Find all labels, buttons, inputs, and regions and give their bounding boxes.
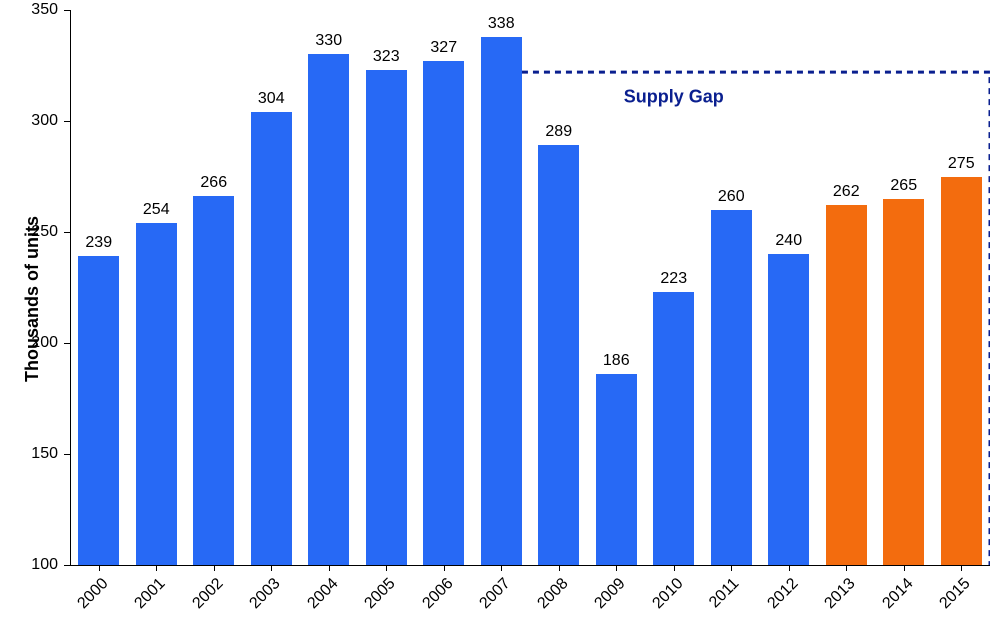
y-tick [64,565,70,566]
y-tick-label: 300 [0,112,58,130]
bar-value-label: 304 [258,90,285,108]
bar-value-label: 338 [488,15,515,33]
x-axis [70,565,990,566]
bar-value-label: 330 [315,32,342,50]
x-tick-label: 2012 [764,575,802,613]
bar-value-label: 260 [718,188,745,206]
x-tick [99,565,100,571]
x-tick-label: 2004 [304,575,342,613]
x-tick [674,565,675,571]
bar [596,374,637,565]
x-tick-label: 2010 [649,575,687,613]
x-tick-label: 2000 [74,575,112,613]
x-tick-label: 2008 [534,575,572,613]
bar-value-label: 262 [833,183,860,201]
bar-value-label: 289 [545,123,572,141]
x-tick [961,565,962,571]
x-tick-label: 2006 [419,575,457,613]
y-tick [64,121,70,122]
x-tick [271,565,272,571]
bar-value-label: 186 [603,352,630,370]
bar-chart: 100150200250300350Thousands of units2392… [0,0,1003,638]
y-tick [64,343,70,344]
bar [251,112,292,565]
bar [538,145,579,565]
x-tick [904,565,905,571]
x-tick [386,565,387,571]
x-tick-label: 2014 [879,575,917,613]
x-tick-label: 2007 [476,575,514,613]
bar-value-label: 223 [660,270,687,288]
y-tick-label: 100 [0,556,58,574]
x-tick-label: 2001 [131,575,169,613]
bar [711,210,752,565]
x-tick [731,565,732,571]
x-tick [214,565,215,571]
bar [768,254,809,565]
x-tick-label: 2015 [936,575,974,613]
bar-value-label: 327 [430,39,457,57]
bar [78,256,119,565]
bar [653,292,694,565]
bar [826,205,867,565]
plot-area [70,10,990,565]
x-tick [559,565,560,571]
y-tick-label: 350 [0,1,58,19]
x-tick-label: 2003 [246,575,284,613]
y-tick [64,454,70,455]
y-tick [64,232,70,233]
bar-value-label: 254 [143,201,170,219]
x-tick [846,565,847,571]
y-axis-label: Thousands of units [22,216,43,382]
x-tick [501,565,502,571]
supply-gap-annotation: Supply Gap [624,86,724,107]
bar-value-label: 239 [85,234,112,252]
bar [193,196,234,565]
bar [941,177,982,566]
x-tick-label: 2009 [591,575,629,613]
bar-value-label: 323 [373,48,400,66]
bar-value-label: 240 [775,232,802,250]
x-tick-label: 2011 [706,575,743,612]
bar [366,70,407,565]
y-tick-label: 150 [0,445,58,463]
y-tick [64,10,70,11]
x-tick-label: 2005 [361,575,399,613]
x-tick [329,565,330,571]
x-tick [789,565,790,571]
x-tick [444,565,445,571]
x-tick [156,565,157,571]
bar-value-label: 265 [890,177,917,195]
y-axis [70,10,71,565]
bar [481,37,522,565]
bar [423,61,464,565]
x-tick [616,565,617,571]
bar-value-label: 266 [200,174,227,192]
bar [883,199,924,565]
x-tick-label: 2013 [821,575,859,613]
bar-value-label: 275 [948,155,975,173]
bar [308,54,349,565]
x-tick-label: 2002 [189,575,227,613]
bar [136,223,177,565]
